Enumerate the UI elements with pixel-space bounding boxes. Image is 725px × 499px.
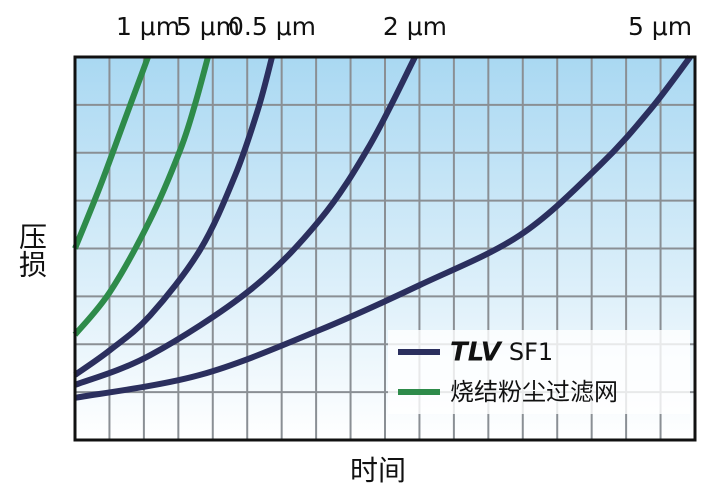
series-line xyxy=(73,56,275,378)
series-line xyxy=(73,55,418,388)
legend-label: SF1 xyxy=(509,338,553,366)
curve-label: 5 μm xyxy=(628,12,692,41)
curve-label: 1 μm xyxy=(116,12,180,41)
legend-label: 烧结粉尘过滤网 xyxy=(450,378,618,406)
curve-label: 0.5 μm xyxy=(228,12,316,41)
legend-box xyxy=(388,330,690,414)
series-line xyxy=(72,56,211,337)
y-axis-title: 压损 xyxy=(15,222,48,278)
x-axis-title: 时间 xyxy=(350,454,406,487)
curve-label: 2 μm xyxy=(383,12,447,41)
curve-label: 5 μm xyxy=(176,12,240,41)
series-line xyxy=(72,55,151,250)
series-line xyxy=(74,55,693,401)
plot-frame xyxy=(73,55,697,442)
legend-brand: TLV xyxy=(450,338,503,368)
